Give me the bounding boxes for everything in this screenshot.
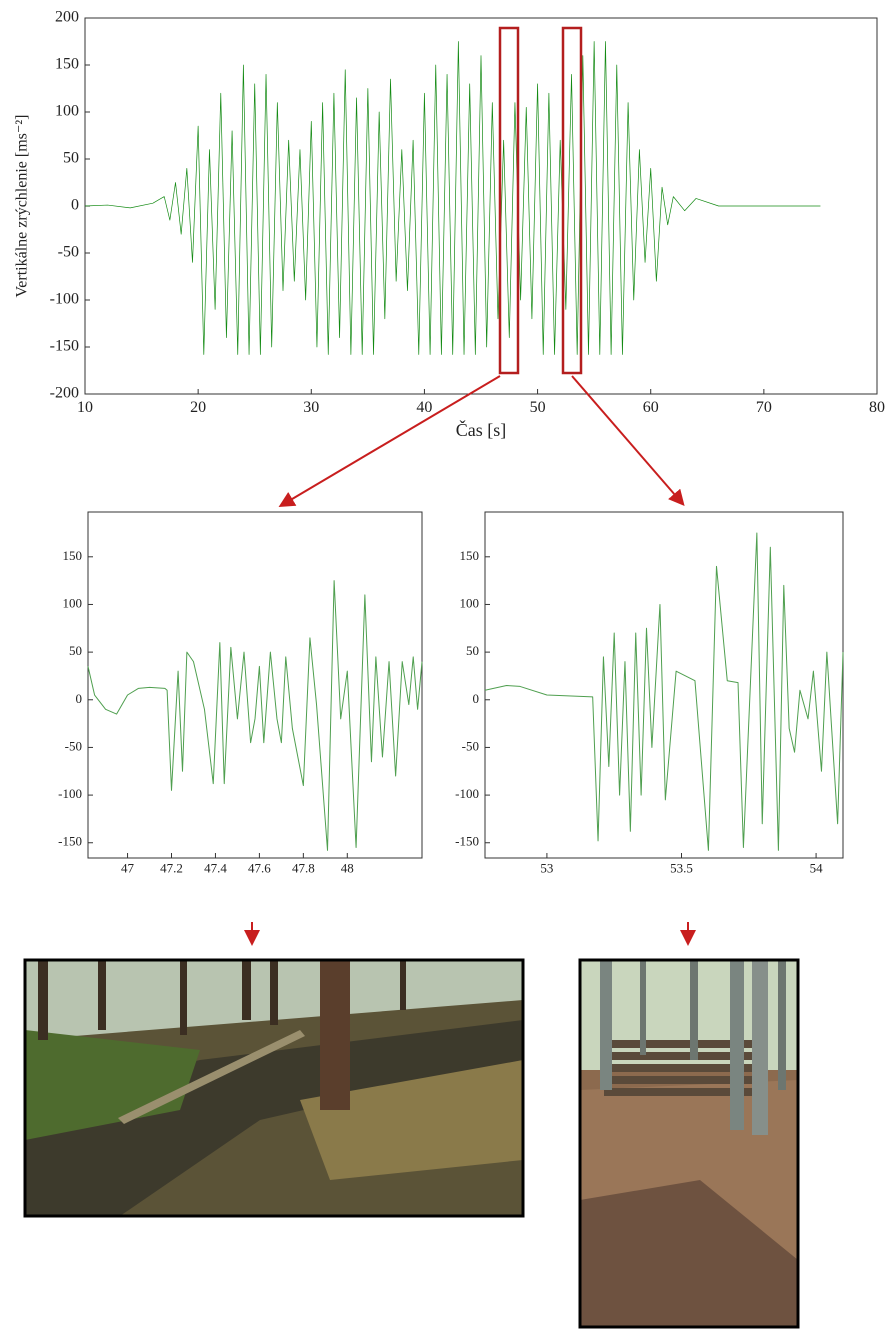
arrow	[278, 375, 501, 508]
y-tick-label: 50	[63, 150, 79, 167]
y-tick-label: -100	[50, 291, 79, 308]
y-tick-label: 50	[69, 643, 82, 658]
x-tick-label: 60	[643, 399, 659, 416]
x-tick-label: 47.2	[160, 861, 183, 876]
x-tick-label: 53.5	[670, 861, 693, 876]
x-tick-label: 47	[121, 861, 135, 876]
y-tick-label: 200	[55, 9, 79, 26]
y-tick-label: 100	[63, 595, 83, 610]
y-tick-label: 0	[76, 691, 83, 706]
x-tick-label: 30	[303, 399, 319, 416]
y-tick-label: -100	[455, 786, 479, 801]
x-tick-label: 10	[77, 399, 93, 416]
x-tick-label: 70	[756, 399, 772, 416]
y-tick-label: -150	[455, 834, 479, 849]
charts: 10 20 30 40 50 60 70 80 -200 -150 -100 -50 0 50 100 150…	[14, 9, 885, 876]
signal-line	[87, 580, 423, 851]
y-tick-label: -50	[58, 244, 79, 261]
y-tick-label: -150	[58, 834, 82, 849]
x-tick-label: 47.4	[204, 861, 227, 876]
y-tick-label: 0	[71, 197, 79, 214]
x-tick-label: 40	[416, 399, 432, 416]
y-tick-label: 150	[460, 548, 480, 563]
y-tick-label: 150	[63, 548, 83, 563]
signal-line	[484, 532, 844, 851]
y-tick-label: -50	[462, 738, 479, 753]
y-tick-label: 0	[473, 691, 480, 706]
photo	[578, 958, 800, 1329]
y-tick-label: 150	[55, 56, 79, 73]
plot-frame	[87, 511, 423, 859]
x-tick-label: 47.6	[248, 861, 271, 876]
arrow	[571, 375, 685, 507]
zoom-box	[561, 26, 583, 375]
y-axis-label: Vertikálne zrýchlenie [ms⁻²]	[14, 115, 31, 298]
y-tick-label: 50	[466, 643, 479, 658]
x-tick-label: 50	[530, 399, 546, 416]
x-tick-label: 80	[869, 399, 885, 416]
plot-frame	[484, 511, 844, 859]
y-tick-label: -150	[50, 338, 79, 355]
x-tick-label: 47.8	[292, 861, 315, 876]
y-tick-label: 100	[460, 595, 480, 610]
photo	[23, 958, 525, 1218]
x-tick-label: 20	[190, 399, 206, 416]
zoom-box	[498, 26, 520, 375]
x-tick-label: 48	[341, 861, 354, 876]
signal-line	[84, 41, 821, 355]
x-axis-label: Čas [s]	[456, 419, 507, 440]
y-tick-label: -200	[50, 385, 79, 402]
x-tick-label: 53	[540, 861, 553, 876]
y-tick-label: -100	[58, 786, 82, 801]
y-tick-label: -50	[65, 738, 82, 753]
y-tick-label: 100	[55, 103, 79, 120]
x-tick-label: 54	[810, 861, 824, 876]
